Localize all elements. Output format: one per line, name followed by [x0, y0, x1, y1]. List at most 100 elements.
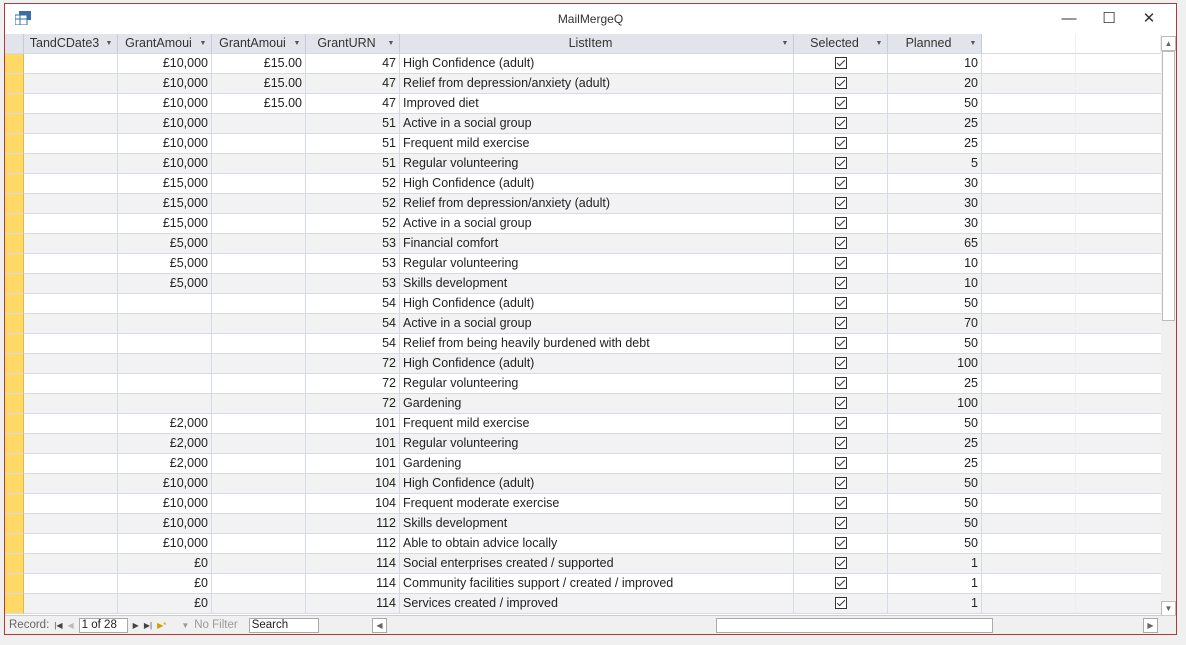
- cell-grantamoui[interactable]: £2,000: [118, 454, 212, 474]
- cell-grantamoui[interactable]: [212, 354, 306, 374]
- cell-grantamoui[interactable]: £5,000: [118, 254, 212, 274]
- cell-granturn[interactable]: 54: [306, 314, 400, 334]
- checkbox-checked[interactable]: [834, 537, 847, 549]
- cell-listitem[interactable]: Gardening: [400, 454, 794, 474]
- cell-grantamoui[interactable]: [212, 474, 306, 494]
- checkbox-checked[interactable]: [834, 557, 847, 569]
- record-selector[interactable]: [5, 414, 24, 434]
- cell-grantamoui[interactable]: £0: [118, 554, 212, 574]
- cell-selected[interactable]: [794, 254, 888, 274]
- cell-tandcdate3[interactable]: [24, 54, 118, 74]
- cell-tandcdate3[interactable]: [24, 94, 118, 114]
- cell-selected[interactable]: [794, 474, 888, 494]
- cell-listitem[interactable]: Skills development: [400, 514, 794, 534]
- cell-grantamoui[interactable]: [212, 514, 306, 534]
- cell-grantamoui[interactable]: [212, 554, 306, 574]
- cell-listitem[interactable]: Improved diet: [400, 94, 794, 114]
- dropdown-arrow-icon[interactable]: ▼: [105, 40, 113, 47]
- cell-granturn[interactable]: 112: [306, 534, 400, 554]
- cell-selected[interactable]: [794, 594, 888, 614]
- cell-selected[interactable]: [794, 314, 888, 334]
- cell-planned[interactable]: 25: [888, 454, 982, 474]
- dropdown-arrow-icon[interactable]: ▼: [199, 40, 207, 47]
- checkbox-checked[interactable]: [834, 297, 847, 309]
- cell-selected[interactable]: [794, 534, 888, 554]
- checkbox-checked[interactable]: [834, 517, 847, 529]
- cell-listitem[interactable]: Active in a social group: [400, 314, 794, 334]
- cell-listitem[interactable]: Relief from being heavily burdened with …: [400, 334, 794, 354]
- cell-granturn[interactable]: 52: [306, 194, 400, 214]
- checkbox-checked[interactable]: [834, 377, 847, 389]
- record-selector[interactable]: [5, 54, 24, 74]
- cell-grantamoui[interactable]: [212, 234, 306, 254]
- record-selector[interactable]: [5, 194, 24, 214]
- cell-tandcdate3[interactable]: [24, 514, 118, 534]
- record-selector[interactable]: [5, 174, 24, 194]
- cell-granturn[interactable]: 72: [306, 374, 400, 394]
- cell-selected[interactable]: [794, 454, 888, 474]
- record-selector[interactable]: [5, 374, 24, 394]
- cell-listitem[interactable]: Frequent mild exercise: [400, 134, 794, 154]
- cell-selected[interactable]: [794, 414, 888, 434]
- cell-selected[interactable]: [794, 134, 888, 154]
- cell-granturn[interactable]: 53: [306, 254, 400, 274]
- no-filter-button[interactable]: No Filter: [194, 619, 238, 631]
- cell-tandcdate3[interactable]: [24, 474, 118, 494]
- cell-grantamoui[interactable]: [212, 414, 306, 434]
- cell-tandcdate3[interactable]: [24, 194, 118, 214]
- record-selector[interactable]: [5, 594, 24, 614]
- cell-tandcdate3[interactable]: [24, 354, 118, 374]
- cell-grantamoui[interactable]: £15,000: [118, 174, 212, 194]
- dropdown-arrow-icon[interactable]: ▼: [969, 40, 977, 47]
- cell-planned[interactable]: 25: [888, 374, 982, 394]
- cell-planned[interactable]: 50: [888, 334, 982, 354]
- checkbox-checked[interactable]: [834, 57, 847, 69]
- cell-selected[interactable]: [794, 574, 888, 594]
- cell-planned[interactable]: 50: [888, 474, 982, 494]
- cell-grantamoui[interactable]: [118, 374, 212, 394]
- cell-tandcdate3[interactable]: [24, 454, 118, 474]
- cell-granturn[interactable]: 51: [306, 134, 400, 154]
- scroll-down-button[interactable]: ▼: [1161, 601, 1176, 616]
- cell-listitem[interactable]: Relief from depression/anxiety (adult): [400, 74, 794, 94]
- cell-listitem[interactable]: Gardening: [400, 394, 794, 414]
- cell-selected[interactable]: [794, 494, 888, 514]
- cell-grantamoui[interactable]: £15.00: [212, 74, 306, 94]
- new-record-button[interactable]: ▶*: [157, 620, 167, 630]
- cell-grantamoui[interactable]: [118, 294, 212, 314]
- cell-listitem[interactable]: High Confidence (adult): [400, 294, 794, 314]
- record-selector[interactable]: [5, 474, 24, 494]
- cell-granturn[interactable]: 101: [306, 434, 400, 454]
- cell-grantamoui[interactable]: [212, 334, 306, 354]
- close-button[interactable]: ✕: [1142, 10, 1156, 27]
- record-selector[interactable]: [5, 294, 24, 314]
- cell-tandcdate3[interactable]: [24, 254, 118, 274]
- cell-granturn[interactable]: 52: [306, 174, 400, 194]
- first-record-button[interactable]: |◀: [54, 620, 63, 630]
- checkbox-checked[interactable]: [834, 77, 847, 89]
- cell-listitem[interactable]: Regular volunteering: [400, 254, 794, 274]
- cell-tandcdate3[interactable]: [24, 574, 118, 594]
- record-selector[interactable]: [5, 554, 24, 574]
- cell-grantamoui[interactable]: £10,000: [118, 54, 212, 74]
- cell-granturn[interactable]: 114: [306, 574, 400, 594]
- cell-planned[interactable]: 1: [888, 594, 982, 614]
- cell-tandcdate3[interactable]: [24, 134, 118, 154]
- cell-grantamoui[interactable]: [212, 574, 306, 594]
- cell-listitem[interactable]: Regular volunteering: [400, 154, 794, 174]
- checkbox-checked[interactable]: [834, 597, 847, 609]
- cell-grantamoui[interactable]: £10,000: [118, 74, 212, 94]
- cell-selected[interactable]: [794, 194, 888, 214]
- cell-grantamoui[interactable]: [212, 314, 306, 334]
- checkbox-checked[interactable]: [834, 177, 847, 189]
- cell-tandcdate3[interactable]: [24, 274, 118, 294]
- cell-selected[interactable]: [794, 214, 888, 234]
- cell-grantamoui[interactable]: [212, 114, 306, 134]
- column-header-granturn[interactable]: GrantURN ▼: [306, 34, 400, 54]
- cell-listitem[interactable]: Regular volunteering: [400, 434, 794, 454]
- cell-planned[interactable]: 30: [888, 194, 982, 214]
- cell-selected[interactable]: [794, 374, 888, 394]
- cell-tandcdate3[interactable]: [24, 414, 118, 434]
- cell-selected[interactable]: [794, 554, 888, 574]
- cell-grantamoui[interactable]: £2,000: [118, 434, 212, 454]
